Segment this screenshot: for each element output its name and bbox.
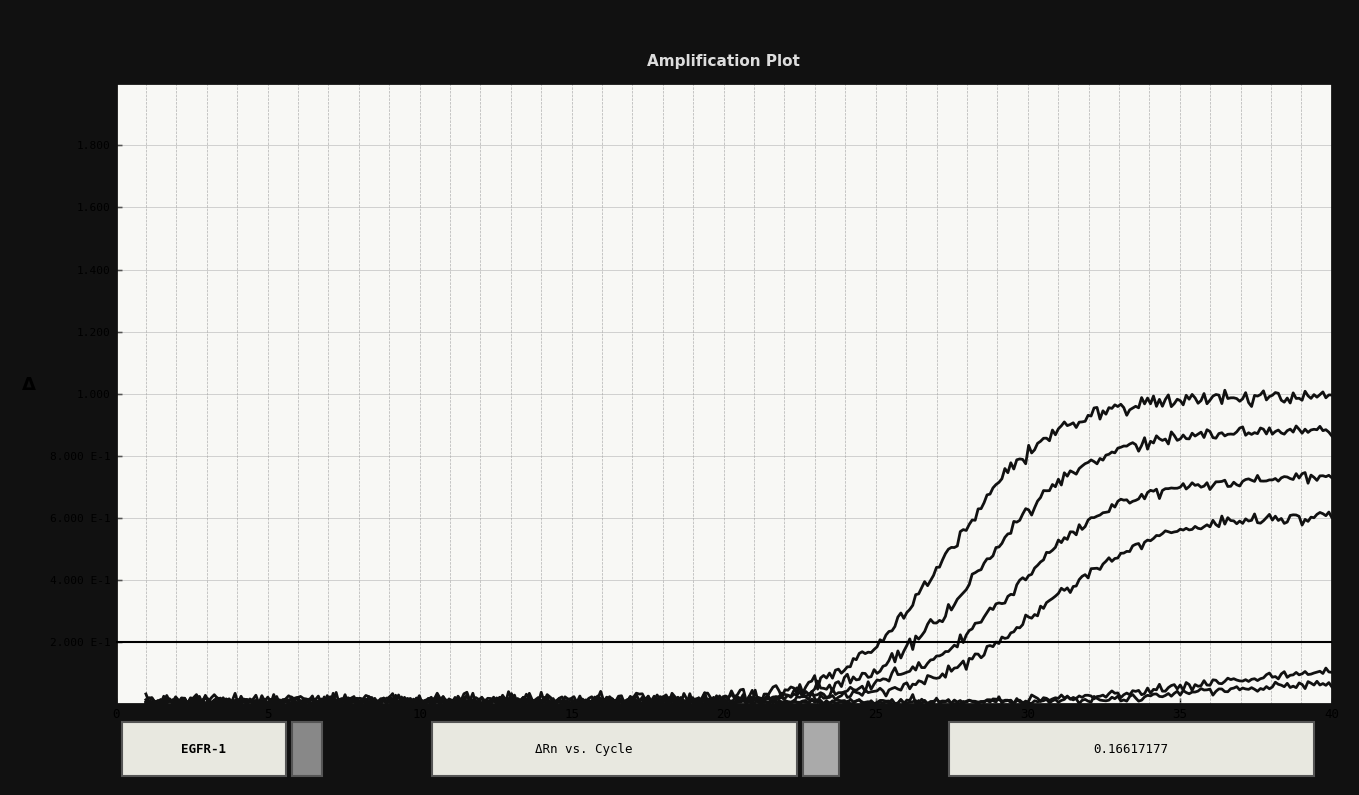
Text: 0.16617177: 0.16617177 [1094,743,1169,756]
Text: ΔRn vs. Cycle: ΔRn vs. Cycle [535,743,632,756]
Text: EGFR-1: EGFR-1 [181,743,226,756]
X-axis label: Cycle: Cycle [705,724,742,739]
FancyBboxPatch shape [121,722,285,776]
FancyBboxPatch shape [803,722,840,776]
Text: Amplification Plot: Amplification Plot [647,54,800,69]
FancyBboxPatch shape [292,722,322,776]
FancyBboxPatch shape [949,722,1314,776]
FancyBboxPatch shape [432,722,796,776]
Y-axis label: Δ: Δ [22,375,35,394]
